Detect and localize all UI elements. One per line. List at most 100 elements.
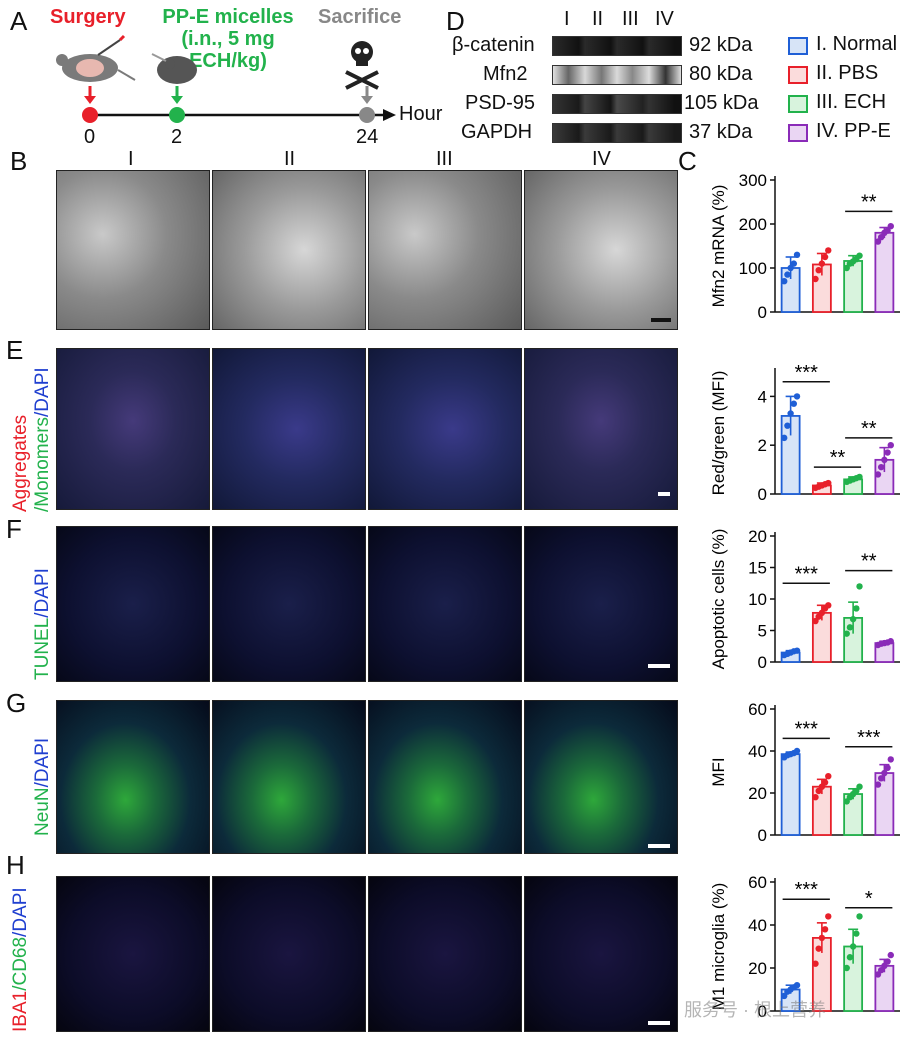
chart-C-point-2	[818, 260, 826, 267]
chart-H-tick-label: 20	[748, 959, 767, 978]
micelles-line-1: PP-E micelles	[162, 6, 294, 28]
chart-H-tick-label: 60	[748, 873, 767, 892]
chart-C-point-4	[874, 238, 882, 245]
chart-F-tick-label: 0	[758, 653, 767, 672]
wb-strip-mfn2	[552, 65, 682, 85]
jc1-image-pbs	[212, 348, 366, 510]
chart-H-sig-label: *	[865, 888, 873, 910]
panel-e-letter: E	[6, 335, 24, 365]
b-group-1: I	[128, 148, 134, 170]
timepoint-2: 2	[171, 126, 183, 148]
panel-a-letter: A	[10, 6, 28, 36]
legend-label-normal: I. Normal	[816, 33, 898, 55]
panel-h-ylabel: IBA1/CD68/DAPI	[10, 887, 32, 1032]
skull-icon	[345, 41, 379, 90]
chart-C-sig-label: **	[861, 191, 877, 213]
chart-C-point-1	[790, 260, 798, 267]
dapi-label-e: /DAPI	[32, 367, 53, 417]
chart-F-ylabel: Apoptotic cells (%)	[709, 529, 728, 670]
chart-C-point-2	[815, 267, 822, 274]
iba1-scale-bar	[648, 1021, 670, 1025]
chart-E-point-4	[884, 449, 891, 456]
tunel-image-normal	[56, 526, 210, 682]
chart-F-tick-label: 15	[748, 559, 767, 578]
chart-H-sig-label: ***	[795, 879, 819, 901]
chart-G-tick-label: 60	[748, 700, 767, 719]
panel-c-letter: C	[678, 146, 697, 176]
chart-G-bar-1	[780, 753, 801, 836]
neun-image-normal	[56, 700, 210, 854]
legend-swatch-normal	[788, 37, 808, 55]
iba1-label: IBA1	[10, 990, 31, 1032]
chart-C-point-1	[787, 264, 794, 272]
chart-G-ylabel: MFI	[709, 757, 728, 786]
jc1-scale-bar	[658, 492, 670, 496]
chart-E-sig-label: **	[861, 418, 877, 440]
wb-group-3: III	[622, 8, 639, 30]
chart-G-point-1	[793, 747, 801, 755]
dapi-label-f: /DAPI	[32, 568, 53, 618]
chart-G-point-3	[856, 783, 863, 790]
b-group-2: II	[284, 148, 296, 170]
chart-E-point-2	[825, 479, 832, 487]
chart-G-point-2	[812, 794, 819, 801]
em-image-ech	[368, 170, 522, 330]
chart-G-sig-label: ***	[795, 718, 819, 740]
iba1-image-ech	[368, 876, 522, 1032]
chart-H-point-4	[884, 958, 891, 965]
chart-H-point-3	[856, 913, 863, 920]
wb-strip-bcatenin	[552, 36, 682, 56]
chart-H-point-4	[887, 951, 894, 959]
chart-C-point-2	[812, 275, 819, 283]
legend-swatch-pbs	[788, 66, 808, 84]
panel-d-letter: D	[446, 6, 465, 36]
legend-swatch-ech	[788, 95, 808, 113]
iba1-image-ppe	[524, 876, 678, 1032]
chart-G-point-4	[884, 764, 891, 771]
micelles-line-2: (i.n., 5 mg	[181, 28, 275, 50]
em-image-ppe	[524, 170, 678, 330]
cd68-label: /CD68	[10, 936, 31, 991]
band-label-gapdh: GAPDH	[461, 121, 533, 143]
panel-e-ylabel-2: /Monomers/DAPI	[32, 367, 54, 512]
legend-swatch-ppe	[788, 124, 808, 142]
chart-F-point-3	[853, 605, 860, 612]
wb-strip-psd95	[552, 94, 682, 114]
panel-h-letter: H	[6, 850, 25, 880]
chart-G-tick-label: 0	[758, 826, 767, 845]
iba1-image-pbs	[212, 876, 366, 1032]
micelles-line-3: ECH/kg)	[189, 50, 267, 72]
chart-F-point-2	[812, 617, 819, 625]
chart-E-point-1	[787, 410, 794, 417]
band-label-mfn2: Mfn2	[483, 63, 528, 85]
chart-H-point-2	[821, 926, 829, 933]
chart-C-tick-label: 300	[739, 171, 767, 190]
chart-F-tick-label: 5	[758, 622, 767, 641]
chart-C-point-3	[843, 264, 850, 272]
intranasal-mouse-icon	[151, 53, 197, 84]
chart-G-point-2	[825, 773, 832, 780]
chart-E-point-1	[781, 434, 788, 442]
dapi-label-h: /DAPI	[10, 887, 31, 937]
chart-E-point-4	[887, 442, 894, 449]
timeline-diagram	[56, 34, 396, 123]
surgery-label: Surgery	[50, 6, 126, 28]
chart-F-point-2	[818, 609, 826, 617]
band-kda-psd95: 105 kDa	[684, 92, 759, 114]
chart-H-point-2	[812, 960, 819, 967]
chart-E-point-3	[856, 473, 863, 481]
tunel-image-pbs	[212, 526, 366, 682]
wb-group-2: II	[592, 8, 604, 30]
sacrifice-label: Sacrifice	[318, 6, 402, 28]
chart-C-point-4	[877, 234, 885, 241]
chart-C-point-1	[793, 251, 801, 258]
chart-C-point-2	[825, 247, 832, 254]
chart-G-point-2	[821, 779, 829, 786]
legend-label-ppe: IV. PP-E	[816, 120, 891, 142]
chart-C-point-4	[884, 227, 891, 234]
chart-E-point-4	[874, 471, 882, 478]
hour-axis-label: Hour	[399, 103, 443, 125]
neun-image-ppe	[524, 700, 678, 854]
legend-label-ech: III. ECH	[816, 91, 887, 113]
